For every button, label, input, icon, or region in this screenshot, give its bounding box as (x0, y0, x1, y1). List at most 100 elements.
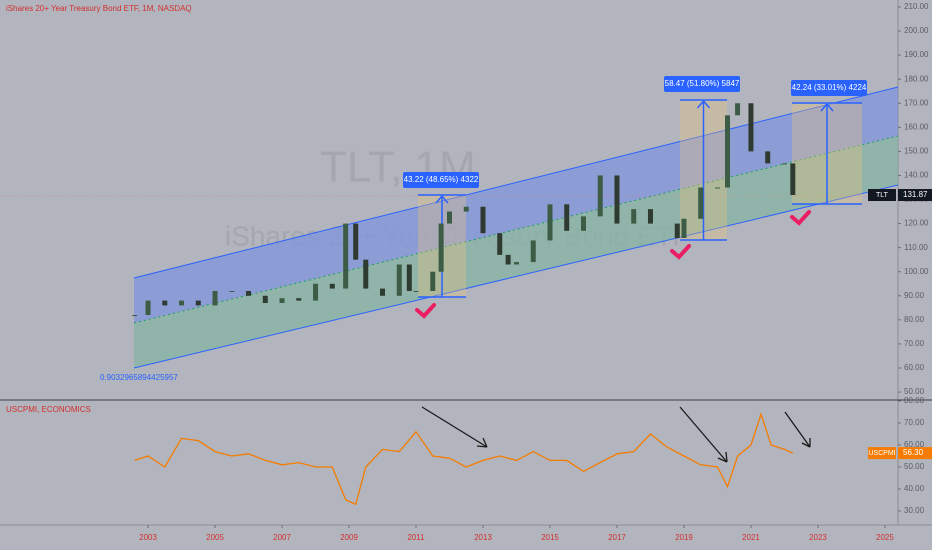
y-tick-label: 160.00 (904, 122, 929, 131)
candle (162, 300, 168, 306)
x-tick-label: 2025 (876, 533, 894, 542)
arrow (679, 406, 728, 463)
last-name: USCPMI (868, 450, 895, 457)
candle (430, 271, 436, 291)
candle (246, 290, 252, 296)
y-tick-label: 100.00 (904, 267, 929, 276)
y-tick-label: 50.00 (904, 387, 925, 396)
trend-arrows (421, 406, 811, 463)
candle (463, 206, 469, 212)
x-tick-label: 2015 (541, 533, 559, 542)
candle (447, 211, 453, 224)
last-value: 131.87 (903, 190, 928, 199)
candle (580, 216, 586, 231)
y-tick-label: 60.00 (904, 440, 925, 449)
candle (631, 209, 637, 224)
chart-title: iShares 20+ Year Treasury Bond ETF, 1M, … (6, 4, 192, 13)
y-tick-label: 190.00 (904, 50, 929, 59)
candle (195, 300, 201, 306)
candle (614, 175, 620, 224)
check-mark (415, 303, 436, 319)
candle (313, 283, 319, 301)
candle (714, 187, 720, 189)
candle (353, 223, 359, 260)
y-tick-label: 180.00 (904, 74, 929, 83)
last-name-tag (868, 189, 896, 202)
candle (513, 262, 519, 265)
y-tick-label: 30.00 (904, 506, 925, 515)
channel-line (133, 184, 899, 369)
channel-upper-fill (134, 87, 898, 323)
last-value-tag (898, 189, 932, 202)
candle (530, 240, 536, 263)
measure-arrowhead (820, 102, 834, 112)
y-tick-label: 140.00 (904, 171, 929, 180)
indicator-title: USCPMI, ECONOMICS (6, 405, 91, 414)
last-value: 56.30 (903, 448, 924, 457)
y-tick-label: 150.00 (904, 146, 929, 155)
candle (380, 288, 386, 296)
last-value-tag (898, 447, 932, 460)
y-tick-label: 120.00 (904, 219, 929, 228)
candle (547, 204, 553, 241)
y-tick-label: 80.00 (904, 396, 925, 405)
candle (505, 254, 511, 265)
annotation: 43.22 (48.65%) 4322 (404, 175, 479, 184)
x-tick-label: 2013 (474, 533, 492, 542)
candle (229, 290, 235, 292)
candle (396, 264, 402, 296)
channel-lower-fill (134, 136, 898, 368)
y-tick-label: 210.00 (904, 2, 929, 11)
candle (564, 204, 570, 231)
candle (647, 209, 653, 224)
y-tick-label: 80.00 (904, 315, 925, 324)
x-tick-label: 2009 (340, 533, 358, 542)
candle (132, 315, 138, 317)
candle (735, 103, 741, 116)
y-tick-label: 90.00 (904, 291, 925, 300)
candle (597, 175, 603, 217)
candle (674, 223, 680, 239)
candle (145, 300, 151, 316)
check-marks (415, 210, 811, 319)
annotation-box (664, 76, 740, 92)
measure-arrowhead (696, 99, 711, 109)
y-tick-label: 170.00 (904, 98, 929, 107)
candle (480, 206, 486, 234)
candle (262, 295, 268, 304)
candle (406, 264, 412, 291)
candle (179, 300, 185, 306)
x-tick-label: 2005 (206, 533, 224, 542)
candle (212, 290, 218, 306)
x-tick-label: 2019 (675, 533, 693, 542)
candle (413, 290, 419, 292)
candle (363, 259, 369, 289)
candle (296, 298, 302, 301)
candle (698, 187, 704, 219)
channel-mid (133, 135, 899, 324)
x-tick-label: 2003 (139, 533, 157, 542)
candle (438, 223, 444, 272)
candle (725, 115, 731, 188)
arrow (784, 411, 811, 448)
annotation-box (403, 172, 479, 188)
x-tick-label: 2011 (407, 533, 425, 542)
x-tick-label: 2007 (273, 533, 291, 542)
annotation: 42.24 (33.01%) 4224 (792, 83, 867, 92)
candle (279, 298, 285, 304)
measure-arrowhead (435, 194, 449, 204)
candle (781, 163, 787, 165)
y-tick-label: 50.00 (904, 462, 925, 471)
y-tick-label: 200.00 (904, 26, 929, 35)
last-name: TLT (876, 192, 889, 199)
candle (497, 233, 503, 255)
candle (681, 218, 687, 239)
candle (343, 223, 349, 289)
x-tick-label: 2021 (742, 533, 760, 542)
channel-label: 0.9032965894425957 (100, 373, 178, 382)
candle (329, 283, 335, 289)
y-tick-label: 70.00 (904, 418, 925, 427)
candle (765, 151, 771, 164)
annotation: 58.47 (51.80%) 5847 (665, 79, 740, 88)
line-series (134, 412, 794, 506)
